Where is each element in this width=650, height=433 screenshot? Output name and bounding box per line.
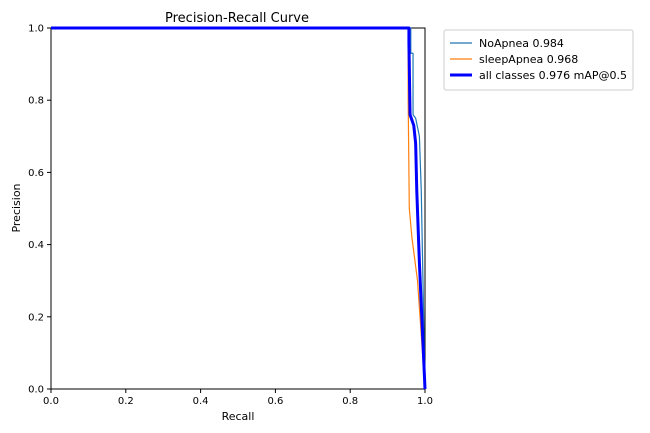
legend-items: NoApnea 0.984 sleepApnea 0.968 all classes… [450, 37, 627, 82]
y-tick-label: 0.2 [28, 312, 44, 323]
y-tick-label: 1.0 [28, 24, 44, 35]
y-tick-label: 0.6 [28, 168, 44, 179]
x-tick-label: 0.6 [267, 396, 283, 407]
legend-label-2: sleepApnea 0.968 [479, 53, 578, 66]
y-axis: 0.0 0.2 0.4 0.6 0.8 1.0 [28, 24, 51, 396]
legend: NoApnea 0.984 sleepApnea 0.968 all classes… [443, 29, 634, 91]
x-tick-label: 0.8 [342, 396, 358, 407]
y-tick-label: 0.4 [28, 240, 44, 251]
plot-area [50, 26, 427, 390]
y-tick-label: 0.8 [28, 96, 44, 107]
legend-label-1: NoApnea 0.984 [479, 37, 564, 50]
x-tick-label: 1.0 [417, 396, 433, 407]
x-tick-label: 0.0 [43, 396, 59, 407]
series-layer [51, 26, 427, 390]
legend-box [443, 29, 634, 91]
x-tick-label: 0.2 [118, 396, 134, 407]
series-line-3 [51, 26, 427, 390]
x-tick-label: 0.4 [193, 396, 209, 407]
series-line-1 [51, 27, 426, 390]
chart-title: Precision-Recall Curve [165, 11, 309, 26]
plot-frame [50, 27, 426, 390]
y-tick-label: 0.0 [28, 385, 44, 396]
y-axis-label: Precision [10, 183, 23, 232]
x-axis: 0.0 0.2 0.4 0.6 0.8 1.0 [43, 389, 433, 407]
x-axis-label: Recall [222, 410, 255, 423]
legend-label-3: all classes 0.976 mAP@0.5 [479, 69, 627, 82]
